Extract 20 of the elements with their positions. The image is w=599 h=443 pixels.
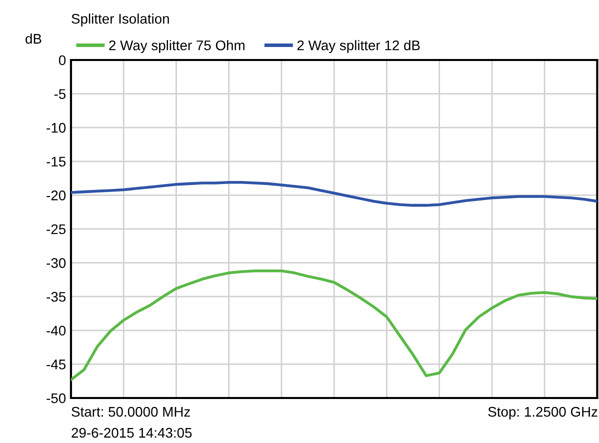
chart-title: Splitter Isolation xyxy=(72,14,169,26)
y-tick-label: -30 xyxy=(46,258,66,268)
y-tick-label: -50 xyxy=(46,393,66,404)
y-tick-label: -25 xyxy=(46,224,66,234)
y-tick-label: -45 xyxy=(46,360,66,370)
y-tick-label: -15 xyxy=(46,156,66,167)
y-tick-label: -5 xyxy=(54,89,66,99)
y-tick-label: 0 xyxy=(58,55,66,66)
y-tick-label: -20 xyxy=(46,190,66,200)
line-series xyxy=(70,270,598,382)
text: Stop: 1.2500 GHz xyxy=(488,406,598,420)
text: 29-6-2015 14:43:05 xyxy=(72,428,192,438)
legend-label: 2 Way splitter 75 Ohm xyxy=(109,40,244,54)
line-series xyxy=(70,180,598,207)
legend-label: 2 Way splitter 12 dB xyxy=(297,40,420,54)
y-tick-label: -10 xyxy=(46,122,66,133)
y-tick-label: -40 xyxy=(46,326,66,336)
text: Start: 50.0000 MHz xyxy=(72,406,190,417)
y-tick-label: -35 xyxy=(46,292,66,302)
y-axis-title: dB xyxy=(26,34,42,44)
